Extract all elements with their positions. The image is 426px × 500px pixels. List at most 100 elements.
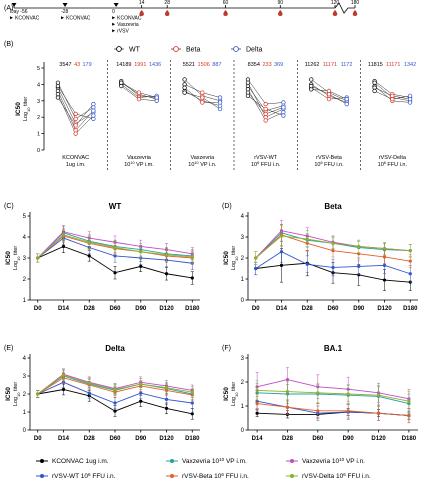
y-tick-label: 5 (37, 66, 40, 72)
x-tick-label: D14 (252, 436, 264, 442)
legend-marker (40, 474, 44, 478)
data-point (346, 409, 350, 413)
group-label: rVSV-WT (254, 155, 278, 161)
pair-line (202, 97, 221, 110)
arrow-icon (10, 16, 13, 20)
vaccination-marker (11, 3, 17, 7)
legend-marker (173, 46, 179, 52)
data-point (164, 386, 169, 390)
beta-point (390, 97, 395, 102)
y-tick-label: 4 (23, 235, 27, 241)
data-point (408, 249, 412, 253)
beta-point (263, 111, 268, 117)
data-point (346, 392, 350, 396)
pair-line (184, 84, 203, 93)
gmt-value: 11171 (386, 62, 400, 68)
line-panel: (F) BA.1 0 1 2 3 D14 D28 D60 D90 D120 D180 IC50Log10… (222, 344, 418, 442)
pair-line (138, 98, 157, 102)
data-point (254, 266, 258, 271)
delta-point (217, 100, 223, 105)
y-tick-label: 1 (23, 298, 27, 304)
panel-title: Beta (324, 202, 342, 211)
data-point (279, 234, 284, 238)
data-point (164, 272, 169, 276)
blood-drop-icon (332, 10, 338, 16)
y-tick-label: 0 (241, 298, 245, 304)
legend-label: rVSV-WT 106 FFU i.n. (52, 472, 116, 481)
x-tick-label: D60 (312, 436, 324, 442)
delta-point (154, 95, 159, 100)
line-panel: (E) Delta 0 1 2 3 4 D0 D14 D28 D60 D90 D120 D180 IC50L… (4, 344, 200, 442)
pair-line (57, 85, 76, 115)
blood-drop-icon (352, 10, 358, 16)
x-tick-label: D14 (276, 306, 288, 312)
delta-point (217, 95, 223, 100)
pair-line (265, 105, 284, 111)
pair-line (328, 90, 347, 100)
y-tick-label: 0 (23, 428, 27, 434)
data-point (61, 387, 66, 392)
pair-line (57, 97, 76, 126)
delta-point (281, 113, 286, 118)
panel-title: BA.1 (324, 344, 343, 353)
y-tick-label: 3 (241, 356, 245, 362)
data-point (87, 254, 91, 258)
beta-point (73, 111, 78, 117)
gmt-value: 8354 (248, 62, 260, 68)
data-point (139, 391, 143, 395)
y-axis-label: IC50 (223, 387, 230, 401)
pair-line (311, 79, 330, 93)
gmt-value: 11262 (305, 62, 320, 68)
data-point (61, 244, 66, 249)
x-tick-label: D60 (109, 306, 121, 312)
y-tick-label: 1 (241, 277, 245, 283)
data-point (36, 256, 40, 260)
group-label: 106 FFU i.n. (251, 161, 281, 168)
delta-point (91, 101, 96, 107)
pair-line (121, 82, 140, 93)
data-point (164, 397, 169, 401)
data-point (331, 241, 335, 245)
panel-title: Delta (105, 344, 125, 353)
x-tick-label: D120 (371, 436, 386, 442)
data-point (61, 373, 66, 377)
delta-point (91, 113, 96, 118)
group-label: rVSV-Beta (316, 155, 343, 161)
wt-point (55, 83, 61, 89)
pair-line (392, 95, 411, 100)
data-point (408, 272, 412, 276)
x-tick-label: D60 (327, 306, 339, 312)
sample-day-label: 60 (223, 0, 229, 6)
arrow-icon (112, 16, 116, 20)
x-tick-label: D180 (402, 436, 417, 442)
series-line (257, 379, 409, 400)
legend-label: Vaxzevria 1010 VP i.n. (302, 457, 365, 466)
beta-point (136, 97, 142, 102)
data-point (279, 250, 284, 254)
data-point (87, 381, 91, 385)
data-point (139, 264, 143, 268)
pair-line (374, 82, 393, 98)
delta-point (407, 93, 413, 99)
gmt-value: 1172 (341, 62, 353, 68)
beta-point (136, 90, 142, 95)
x-tick-label: D90 (135, 436, 147, 442)
series-legend: KCONVAC 1ug i.m. Vaxzevria 1010 VP i.m. Va… (36, 457, 371, 481)
y-tick-label: 3 (23, 374, 27, 380)
data-point (190, 276, 194, 280)
x-tick-label: D180 (185, 306, 200, 312)
gmt-value: 5521 (183, 62, 195, 68)
gmt-value: 369 (274, 62, 283, 68)
data-point (255, 411, 259, 415)
x-tick-label: D28 (84, 306, 96, 312)
data-point (164, 406, 169, 410)
group-label: 1010 VP i.n. (188, 161, 217, 168)
pair-line (374, 90, 393, 100)
vaccination-marker (113, 3, 119, 7)
wt-point (182, 77, 187, 82)
pair-line (392, 97, 411, 102)
data-point (190, 390, 194, 394)
beta-point (326, 92, 332, 97)
y-tick-label: 1 (23, 410, 27, 416)
